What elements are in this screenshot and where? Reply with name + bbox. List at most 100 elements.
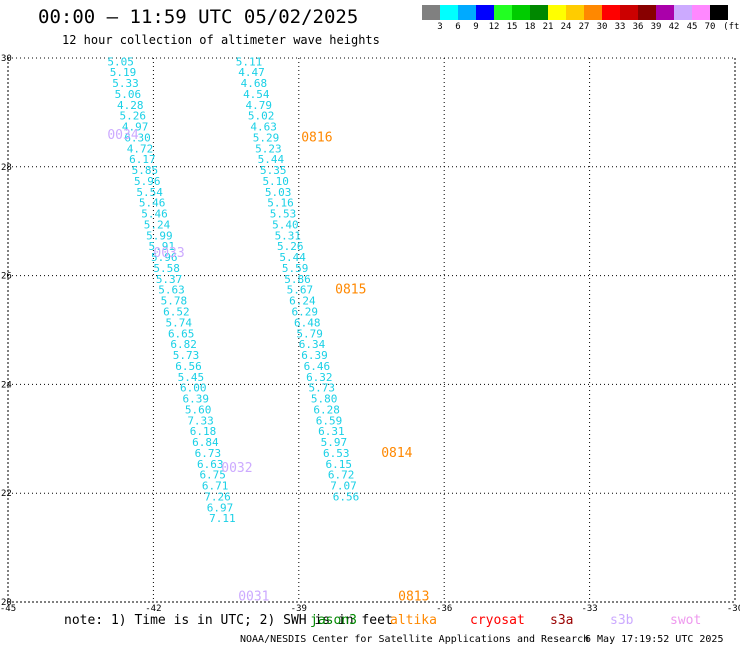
wave-height-label: 5.23 (255, 142, 282, 155)
footer-note: note: 1) Time is in UTC; 2) SWH is in fe… (64, 613, 393, 628)
footer-credit: NOAA/NESDIS Center for Satellite Applica… (240, 634, 590, 645)
wave-height-label: 6.18 (190, 425, 217, 438)
pass-time-label: 0033 (153, 246, 184, 261)
wave-height-label: 6.52 (163, 306, 190, 319)
legend-altika: altika (390, 613, 437, 628)
wave-height-label: 5.29 (253, 131, 279, 144)
wave-height-label: 6.56 (333, 490, 360, 503)
wave-height-label: 5.91 (149, 240, 176, 253)
wave-height-label: 5.11 (236, 55, 263, 68)
wave-height-label: 6.39 (301, 349, 328, 362)
wave-height-label: 5.80 (311, 393, 338, 406)
wave-height-label: 6.15 (325, 458, 352, 471)
legend-s3a: s3a (550, 613, 574, 628)
wave-height-label: 4.28 (117, 99, 144, 112)
wave-height-label: 5.46 (139, 197, 166, 210)
wave-height-label: 5.05 (107, 55, 133, 68)
pass-time-label: 0034 (107, 128, 138, 143)
wave-height-label: 5.73 (308, 382, 335, 395)
color-scale-tick: 30 (596, 22, 608, 32)
wave-height-label: 5.53 (270, 208, 297, 221)
wave-height-label: 6.84 (192, 436, 219, 449)
wave-height-label: 5.97 (321, 436, 348, 449)
wave-height-label: 5.26 (119, 110, 145, 123)
color-scale-swatch (512, 5, 530, 20)
wave-height-label: 4.68 (241, 77, 268, 90)
y-tick-label: 24 (1, 380, 12, 390)
wave-height-label: 6.65 (168, 327, 195, 340)
x-tick-label: -30 (727, 604, 740, 614)
wave-height-label: 4.47 (238, 66, 265, 79)
color-scale-swatch (638, 5, 656, 20)
color-scale-swatch (602, 5, 620, 20)
wave-height-label: 5.85 (132, 164, 159, 177)
wave-height-label: 5.96 (151, 251, 178, 264)
color-scale-swatch (566, 5, 584, 20)
wave-height-label: 5.74 (166, 316, 193, 329)
color-scale-swatch (494, 5, 512, 20)
wave-height-label: 5.60 (185, 403, 212, 416)
pass-time-label: 0813 (398, 590, 429, 605)
wave-height-label: 6.32 (306, 371, 333, 384)
color-scale-bar (422, 5, 728, 21)
legend-swot: swot (670, 613, 702, 628)
wave-height-label: 5.79 (296, 327, 323, 340)
color-scale-tick: 9 (473, 22, 479, 32)
wave-height-label: 6.82 (170, 338, 197, 351)
color-scale-swatch (584, 5, 602, 20)
legend-jason3: jason3 (310, 613, 357, 628)
wave-height-label: 6.46 (304, 360, 331, 373)
color-scale-swatch (476, 5, 494, 20)
y-tick-label: 30 (1, 54, 12, 64)
wave-height-label: 6.59 (316, 414, 343, 427)
color-scale-swatch (692, 5, 710, 20)
wave-height-label: 5.02 (248, 110, 275, 123)
wave-height-label: 5.31 (275, 229, 302, 242)
wave-height-label: 6.63 (197, 458, 224, 471)
wave-height-label: 6.24 (289, 295, 316, 308)
color-scale-tick: 27 (578, 22, 590, 32)
wave-height-label: 7.11 (209, 512, 236, 525)
legend-cryosat: cryosat (470, 613, 525, 628)
wave-height-label: 6.30 (124, 131, 151, 144)
pass-time-label: 0815 (335, 283, 366, 298)
wave-height-label: 6.53 (323, 447, 350, 460)
wave-height-label: 7.33 (187, 414, 214, 427)
wave-height-label: 6.31 (318, 425, 345, 438)
y-tick-label: 26 (1, 272, 12, 282)
pass-time-label: 0032 (221, 461, 252, 476)
color-scale-swatch (674, 5, 692, 20)
color-scale-swatch (458, 5, 476, 20)
wave-height-label: 6.34 (299, 338, 326, 351)
wave-height-label: 5.46 (141, 208, 168, 221)
pass-time-label: 0814 (381, 446, 412, 461)
wave-height-label: 6.56 (175, 360, 202, 373)
color-scale-tick: 45 (686, 22, 698, 32)
chart-subtitle: 12 hour collection of altimeter wave hei… (62, 33, 380, 47)
color-scale-tick: 70 (704, 22, 716, 32)
color-scale-tick: 3 (437, 22, 443, 32)
wave-height-label: 6.75 (199, 469, 226, 482)
color-scale-swatch (548, 5, 566, 20)
color-scale-swatch (422, 5, 440, 20)
color-scale-tick: 18 (524, 22, 536, 32)
color-scale-tick: 33 (614, 22, 626, 32)
color-scale-tick: 24 (560, 22, 572, 32)
wave-height-label: 4.54 (243, 88, 270, 101)
footer-date: 6 May 17:19:52 UTC 2025 (585, 634, 724, 645)
wave-height-label: 5.06 (115, 88, 142, 101)
color-scale-tick: 6 (455, 22, 461, 32)
wave-height-label: 5.24 (144, 218, 171, 231)
wave-height-label: 6.71 (202, 480, 229, 493)
wave-height-label: 5.54 (136, 186, 163, 199)
wave-height-label: 7.26 (204, 490, 231, 503)
wave-height-label: 5.67 (287, 284, 314, 297)
wave-height-label: 5.86 (284, 273, 311, 286)
wave-height-label: 5.44 (279, 251, 306, 264)
legend-s3b: s3b (610, 613, 634, 628)
color-scale-tick: 12 (488, 22, 500, 32)
wave-height-label: 4.79 (245, 99, 272, 112)
color-scale-unit: (ft) (723, 22, 740, 32)
wave-height-label: 5.03 (265, 186, 292, 199)
wave-height-label: 6.29 (292, 306, 319, 319)
